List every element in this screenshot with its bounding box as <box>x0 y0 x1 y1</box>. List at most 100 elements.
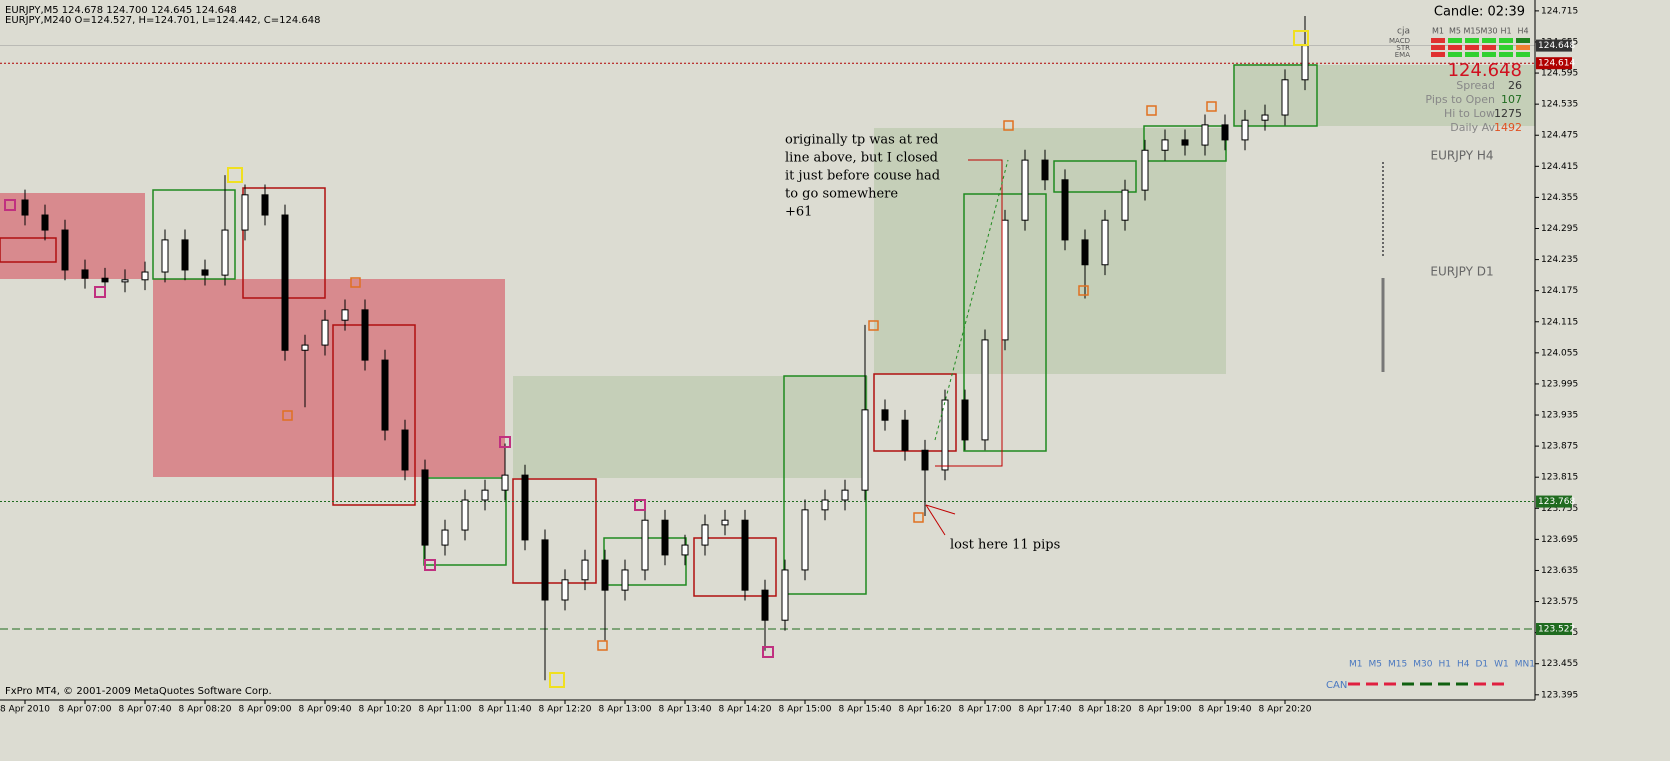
candle-body <box>1021 159 1029 221</box>
y-tick-label: 124.355 <box>1541 193 1578 203</box>
marker <box>4 199 16 211</box>
candle-body <box>821 499 829 511</box>
price-tag-label: 124.648 <box>1538 41 1575 51</box>
indicator-cell <box>1448 52 1462 57</box>
candle-body <box>1221 124 1229 141</box>
indicator-cell <box>1482 38 1496 43</box>
note-line: originally tp was at red <box>785 133 938 148</box>
indicator-column: M1 <box>1432 27 1444 36</box>
box <box>512 478 597 584</box>
timeframe: H1 <box>1438 660 1451 670</box>
y-tick-label: 123.755 <box>1541 504 1578 514</box>
x-tick-label: 8 Apr 14:20 <box>719 705 772 715</box>
candle-body <box>781 569 789 621</box>
x-tick-label: 8 Apr 17:00 <box>959 705 1012 715</box>
price-tag-label: 123.522 <box>1538 625 1575 635</box>
candle-body <box>1141 149 1149 191</box>
marker <box>1003 120 1014 131</box>
can-label: CAN <box>1326 680 1347 691</box>
candle-body <box>281 214 289 351</box>
marker <box>94 286 106 298</box>
x-tick-label: 8 Apr 17:40 <box>1019 705 1072 715</box>
header-line: EURJPY,M240 O=124.527, H=124.701, L=124.… <box>5 15 320 26</box>
indicator-cell <box>1482 52 1496 57</box>
x-tick-label: 8 Apr 08:20 <box>179 705 232 715</box>
x-tick-label: 8 Apr 13:00 <box>599 705 652 715</box>
info-label: Hi to Low <box>1444 107 1495 120</box>
x-tick-label: 8 Apr 18:20 <box>1079 705 1132 715</box>
candle-body <box>321 319 329 346</box>
indicator-column: H1 <box>1500 27 1511 36</box>
candle-body <box>961 399 969 441</box>
timeframes: M1 M5 M15 M30 H1 H4 D1 W1 MN1 <box>1349 660 1535 670</box>
candle-body <box>621 569 629 591</box>
mini-title: EURJPY D1 <box>1430 265 1493 279</box>
price-tag <box>1536 495 1572 508</box>
indicator-cell <box>1516 38 1530 43</box>
marker <box>1146 105 1157 116</box>
timeframe: H4 <box>1457 660 1470 670</box>
markers <box>4 30 1309 688</box>
candle-body <box>1001 219 1009 341</box>
candle-body <box>881 409 889 421</box>
y-tick-label: 123.575 <box>1541 597 1578 607</box>
y-tick-label: 124.055 <box>1541 348 1578 358</box>
candle-body <box>421 469 429 546</box>
candle-body <box>741 519 749 591</box>
info-value: 1492 <box>1494 121 1522 134</box>
box <box>1143 125 1227 162</box>
y-tick-label: 124.715 <box>1541 6 1578 16</box>
marker <box>549 672 565 688</box>
marker <box>913 512 924 523</box>
marker <box>350 277 361 288</box>
timeframe: MN1 <box>1515 660 1535 670</box>
candle-body <box>1161 139 1169 151</box>
candle-body <box>61 229 69 271</box>
candle-body <box>1081 239 1089 266</box>
x-tick-label: 8 Apr 12:20 <box>539 705 592 715</box>
candle-body <box>341 309 349 321</box>
indicator-cell <box>1448 38 1462 43</box>
marker <box>868 320 879 331</box>
y-tick-label: 123.455 <box>1541 659 1578 669</box>
price-tag <box>1536 623 1572 636</box>
info-label: Daily Av <box>1450 121 1495 134</box>
timeframe: M15 <box>1388 660 1407 670</box>
y-tick-label: 124.595 <box>1541 69 1578 79</box>
trade-line <box>935 159 1003 467</box>
indicator-cell <box>1465 45 1479 50</box>
indicator-title: cja <box>1397 27 1410 37</box>
y-tick-label: 123.995 <box>1541 379 1578 389</box>
zone <box>874 128 1226 374</box>
candle-body <box>721 519 729 526</box>
indicator-cell <box>1465 38 1479 43</box>
indicator-cell <box>1482 45 1496 50</box>
indicator-cell <box>1465 52 1479 57</box>
y-tick-label: 123.635 <box>1541 566 1578 576</box>
candle-body <box>221 229 229 276</box>
timeframe: M30 <box>1413 660 1432 670</box>
y-tick-label: 123.875 <box>1541 442 1578 452</box>
candle-body <box>501 474 509 491</box>
box <box>963 193 1047 452</box>
candle-body <box>381 359 389 431</box>
x-tick-label: 8 Apr 09:40 <box>299 705 352 715</box>
info-value: 26 <box>1508 79 1522 92</box>
candle-body <box>261 194 269 216</box>
arrow <box>925 504 946 536</box>
price-tag-label: 124.614 <box>1538 59 1575 69</box>
candle-body <box>1241 119 1249 141</box>
levels <box>0 45 1535 630</box>
x-tick-label: 8 Apr 10:20 <box>359 705 412 715</box>
box <box>1053 160 1137 193</box>
y-tick-label: 124.115 <box>1541 317 1578 327</box>
marker <box>499 436 511 448</box>
zones <box>0 64 1535 597</box>
info-value: 1275 <box>1494 107 1522 120</box>
candle-body <box>841 489 849 501</box>
marker <box>597 640 608 651</box>
candles <box>21 16 1309 681</box>
x-tick-label: 8 Apr 11:00 <box>419 705 472 715</box>
candle-body <box>401 429 409 471</box>
marker <box>634 499 646 511</box>
